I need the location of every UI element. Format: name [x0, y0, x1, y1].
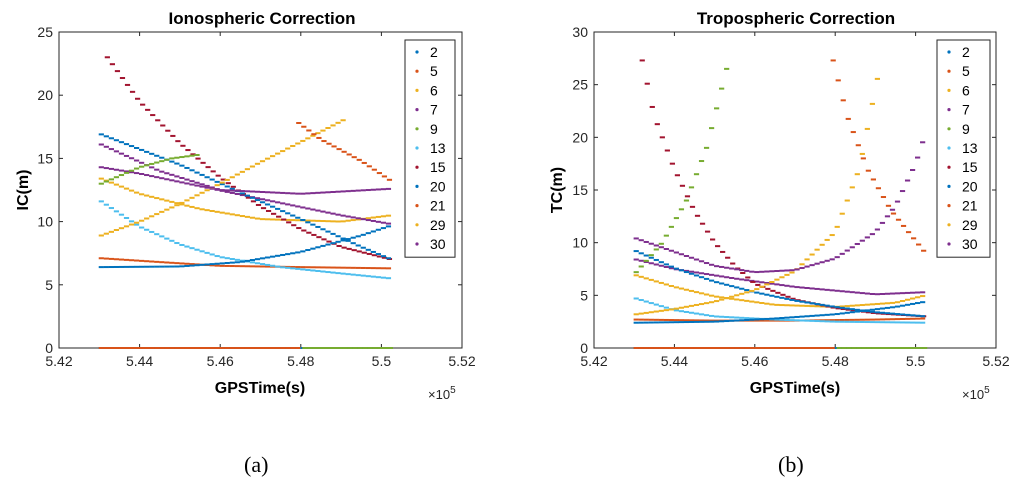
tropospheric-legend-label: 6 [962, 82, 970, 98]
tropospheric-xtick-label: 5.5 [906, 353, 926, 369]
tropospheric-ylabel: TC(m) [549, 167, 566, 213]
tropospheric-legend-marker [947, 223, 951, 227]
tropospheric-xtick-label: 5.42 [580, 353, 607, 369]
tropospheric-legend-marker [947, 88, 951, 92]
ionospheric-legend-label: 29 [430, 217, 446, 233]
tropospheric-legend-label: 20 [962, 178, 978, 194]
ionospheric-xlabel: GPSTime(s) [215, 380, 305, 397]
tropospheric-data-marks [633, 59, 928, 349]
tropospheric-chart-title: Tropospheric Correction [697, 9, 895, 28]
tropospheric-legend-label: 29 [962, 217, 978, 233]
tropospheric-legend-label: 7 [962, 102, 970, 118]
tropospheric-legend: 2 5 6 7 9 13 15 20 21 29 30 [936, 39, 991, 258]
ionospheric-x-exponent-base: ×10 [428, 387, 450, 402]
tropospheric-xtick-label: 5.44 [661, 353, 688, 369]
ionospheric-legend-label: 6 [430, 82, 438, 98]
ionospheric-xtick-label: 5.44 [126, 353, 153, 369]
tropospheric-legend-marker [947, 165, 951, 169]
ionospheric-xtick-label: 5.5 [372, 353, 392, 369]
ionospheric-xtick-label: 5.42 [45, 353, 72, 369]
tropospheric-xlabel: GPSTime(s) [750, 380, 840, 397]
ionospheric-xtick-label: 5.48 [287, 353, 314, 369]
ionospheric-legend-label: 13 [430, 140, 446, 156]
ionospheric-legend-marker [415, 165, 419, 169]
tropospheric-legend-label: 21 [962, 198, 978, 214]
ionospheric-ytick-label: 0 [45, 340, 53, 356]
ionospheric-legend-label: 20 [430, 178, 446, 194]
ionospheric-legend-label: 30 [430, 236, 446, 252]
tropospheric-legend-marker [947, 242, 951, 246]
ionospheric-chart-title: Ionospheric Correction [168, 9, 355, 28]
tropospheric-plot-area [593, 31, 997, 349]
tropospheric-legend-marker [947, 127, 951, 131]
tropospheric-xtick-label: 5.52 [982, 353, 1009, 369]
ionospheric-legend-marker [415, 223, 419, 227]
tropospheric-legend-marker [947, 184, 951, 188]
panel-label-a: (a) [244, 452, 269, 477]
tropospheric-legend-label: 13 [962, 140, 978, 156]
ionospheric-data-marks [98, 56, 394, 349]
ionospheric-legend-marker [415, 184, 419, 188]
tropospheric-ytick-label: 5 [580, 287, 588, 303]
ionospheric-chart: Ionospheric Correction 5.42 5.44 5.46 5.48 5… [15, 9, 476, 402]
tropospheric-ytick-label: 15 [572, 182, 588, 198]
tropospheric-ytick-label: 20 [572, 129, 588, 145]
ionospheric-ytick-label: 15 [37, 150, 53, 166]
ionospheric-legend-marker [415, 242, 419, 246]
ionospheric-legend-marker [415, 146, 419, 150]
tropospheric-x-exponent-power: 5 [984, 385, 990, 396]
tropospheric-legend-marker [947, 204, 951, 208]
tropospheric-legend-marker [947, 69, 951, 73]
tropospheric-legend-label: 9 [962, 121, 970, 137]
ionospheric-legend-label: 9 [430, 121, 438, 137]
tropospheric-legend-box [936, 39, 991, 258]
ionospheric-ytick-label: 10 [37, 214, 53, 230]
tropospheric-legend-marker [947, 146, 951, 150]
ionospheric-legend-marker [415, 127, 419, 131]
ionospheric-xtick-label: 5.46 [207, 353, 234, 369]
tropospheric-legend-label: 5 [962, 63, 970, 79]
ionospheric-legend-marker [415, 108, 419, 112]
ionospheric-x-exponent-power: 5 [450, 385, 456, 396]
tropospheric-ytick-label: 0 [580, 340, 588, 356]
tropospheric-legend-label: 2 [962, 44, 970, 60]
tropospheric-xtick-label: 5.48 [822, 353, 849, 369]
tropospheric-legend-label: 30 [962, 236, 978, 252]
ionospheric-legend-label: 21 [430, 198, 446, 214]
tropospheric-legend-marker [947, 108, 951, 112]
ionospheric-legend-label: 2 [430, 44, 438, 60]
tropospheric-legend-label: 15 [962, 159, 978, 175]
ionospheric-legend-box [404, 39, 456, 258]
tropospheric-legend-marker [947, 50, 951, 54]
ionospheric-ytick-label: 20 [37, 87, 53, 103]
ionospheric-legend-marker [415, 69, 419, 73]
ionospheric-xtick-label: 5.52 [448, 353, 475, 369]
ionospheric-ytick-label: 5 [45, 277, 53, 293]
ionospheric-ylabel: IC(m) [15, 170, 32, 211]
ionospheric-legend-label: 5 [430, 63, 438, 79]
tropospheric-xtick-label: 5.46 [741, 353, 768, 369]
ionospheric-legend-marker [415, 204, 419, 208]
tropospheric-x-exponent: ×105 [962, 385, 990, 402]
ionospheric-ytick-label: 25 [37, 24, 53, 40]
tropospheric-ytick-label: 10 [572, 235, 588, 251]
tropospheric-chart: Tropospheric Correction 5.42 5.44 5.46 5.48… [549, 9, 1010, 402]
ionospheric-legend-marker [415, 50, 419, 54]
ionospheric-plot-area [58, 31, 463, 349]
ionospheric-legend-label: 7 [430, 102, 438, 118]
panel-label-b: (b) [778, 452, 804, 477]
tropospheric-ytick-label: 30 [572, 24, 588, 40]
ionospheric-legend: 2 5 6 7 9 13 15 20 21 29 30 [404, 39, 456, 258]
ionospheric-legend-marker [415, 88, 419, 92]
tropospheric-x-exponent-base: ×10 [962, 387, 984, 402]
ionospheric-x-exponent: ×105 [428, 385, 456, 402]
tropospheric-ytick-label: 25 [572, 77, 588, 93]
ionospheric-legend-label: 15 [430, 159, 446, 175]
